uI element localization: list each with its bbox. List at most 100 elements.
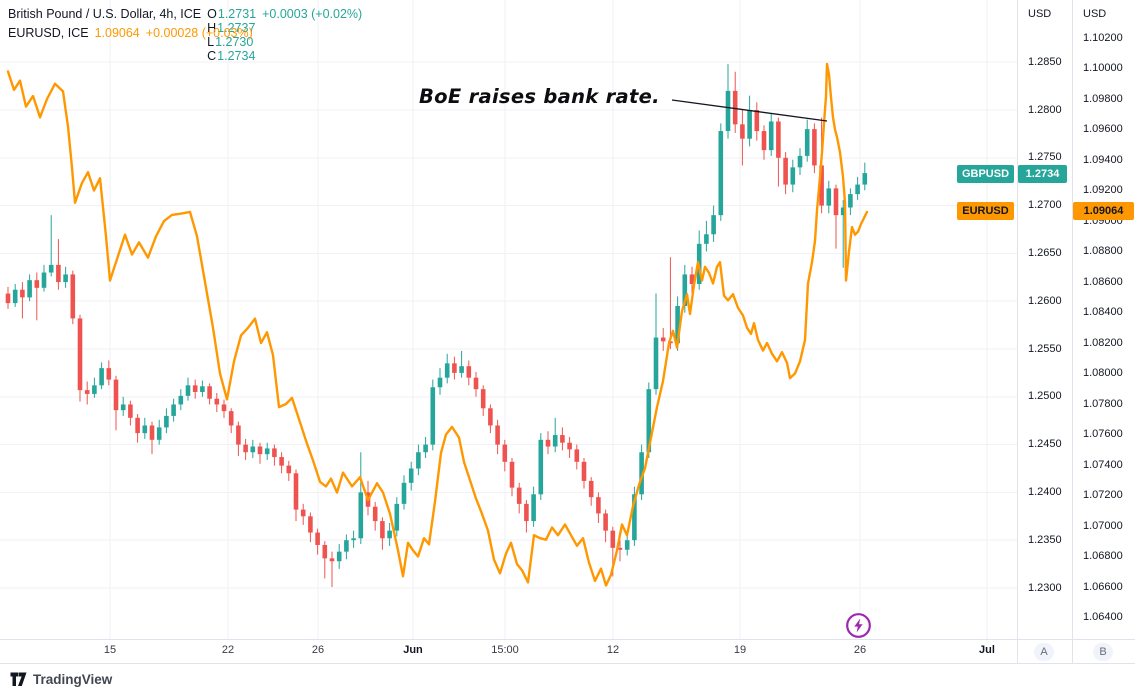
candle-body — [610, 530, 616, 548]
overlay-value: 1.09064 — [94, 26, 140, 40]
price-chart-canvas[interactable] — [0, 0, 1017, 639]
ohlc-h: H 1.2737 — [207, 21, 256, 35]
candle-body — [466, 366, 472, 378]
tradingview-mark-icon — [10, 672, 27, 686]
candle-body — [207, 386, 212, 399]
event-flash-button[interactable] — [845, 612, 872, 639]
candle-body — [516, 487, 522, 504]
candle-body — [20, 289, 25, 298]
time-tick-15: 15 — [103, 644, 117, 656]
ohlc-l: L 1.2730 — [207, 35, 254, 49]
price-tick: 1.08600 — [1083, 275, 1123, 288]
candle-body — [452, 363, 457, 373]
candle-body — [797, 155, 803, 168]
candle-body — [790, 167, 796, 185]
candle-body — [574, 449, 580, 462]
candle-body — [228, 411, 234, 426]
candle-body — [329, 558, 335, 562]
candle-body — [848, 194, 853, 208]
time-axis[interactable]: 15 22 26 Jun 15:00 12 19 26 Jul — [0, 640, 1017, 662]
symbol-title: British Pound / U.S. Dollar, 4h, ICE — [8, 7, 202, 21]
candle-body — [531, 494, 536, 522]
candle-body — [214, 398, 220, 405]
candle-body — [380, 521, 385, 539]
legend-symbol-row[interactable]: British Pound / U.S. Dollar, 4h, ICE O 1.… — [8, 7, 362, 63]
gbpusd-candlestick-series[interactable] — [5, 64, 868, 588]
candle-body — [524, 503, 529, 522]
candle-body — [754, 110, 760, 132]
time-tick-19: 19 — [733, 644, 747, 656]
eurusd-line-series[interactable] — [6, 62, 869, 587]
candle-body — [747, 110, 752, 139]
candle-body — [855, 184, 860, 195]
price-tick: 1.06800 — [1083, 550, 1123, 562]
time-tick-26: 26 — [311, 644, 325, 656]
price-tick: 1.09600 — [1083, 123, 1123, 135]
eurusd-symbol-badge: EURUSD — [957, 202, 1014, 220]
candle-body — [27, 280, 32, 298]
time-tick-jun: Jun — [403, 644, 423, 656]
time-tick-12: 12 — [606, 644, 620, 656]
candle-body — [372, 506, 378, 522]
price-axis-eurusd[interactable]: USD 1.10200 1.10000 1.09800 1.09600 1.09400 1… — [1073, 0, 1135, 639]
candle-body — [725, 90, 731, 132]
price-tick: 1.2500 — [1028, 390, 1062, 403]
candle-body — [48, 264, 54, 273]
legend-overlay-row[interactable]: EURUSD, ICE 1.09064 +0.00028 (+0.03%) — [8, 26, 253, 40]
candle-body — [264, 448, 270, 455]
candle-body — [675, 305, 680, 344]
candle-body — [41, 272, 47, 288]
candle-body — [812, 129, 817, 166]
price-tick: 1.2350 — [1028, 533, 1062, 546]
candle-body — [322, 544, 328, 559]
time-tick-22: 22 — [221, 644, 235, 656]
candle-body — [646, 389, 652, 453]
price-tick: 1.2750 — [1028, 151, 1062, 164]
scale-a-pill[interactable]: A — [1034, 643, 1054, 661]
candle-body — [156, 427, 162, 440]
candle-body — [430, 387, 436, 445]
candle-body — [840, 207, 846, 216]
candle-body — [394, 503, 400, 531]
time-tick-1500: 15:00 — [491, 644, 519, 656]
candle-body — [236, 425, 241, 445]
lightning-icon — [846, 613, 871, 638]
price-tick: 1.08000 — [1083, 367, 1123, 379]
price-tick: 1.2800 — [1028, 103, 1062, 116]
candle-body — [128, 404, 133, 418]
overlay-title: EURUSD, ICE — [8, 26, 89, 40]
time-axis-bottom-border — [0, 663, 1135, 664]
candle-body — [833, 188, 839, 216]
candle-body — [423, 444, 428, 453]
candle-body — [70, 274, 76, 319]
candle-body — [293, 473, 299, 510]
ohlc-values: O 1.2731 H 1.2737 L 1.2730 C 1.2734 — [207, 7, 256, 63]
candle-body — [495, 425, 500, 445]
candle-body — [740, 124, 745, 139]
candle-body — [149, 425, 155, 440]
tradingview-logo-link[interactable]: TradingView — [10, 669, 112, 689]
candle-body — [336, 551, 342, 562]
candle-body — [185, 385, 191, 396]
candle-body — [142, 425, 148, 434]
price-tick: 1.08400 — [1083, 306, 1123, 318]
candle-body — [653, 337, 659, 390]
symbol-change: +0.0003 (+0.02%) — [262, 7, 363, 21]
candle-body — [603, 513, 608, 531]
overlay-change: +0.00028 (+0.03%) — [145, 26, 253, 40]
annotation-pointer-line — [671, 99, 828, 122]
candle-body — [106, 368, 112, 380]
candle-body — [34, 280, 40, 288]
scale-b-pill[interactable]: B — [1093, 643, 1113, 661]
price-axis-gbpusd[interactable]: USD 1.2850 1.2800 1.2750 1.2700 1.2650 1.2600… — [1018, 0, 1072, 639]
candle-body — [221, 404, 227, 412]
price-tick: 1.09800 — [1083, 92, 1123, 105]
candle-body — [250, 446, 256, 453]
time-tick-26: 26 — [853, 644, 867, 656]
candle-body — [401, 482, 407, 504]
candle-body — [545, 439, 551, 447]
candle-body — [761, 131, 767, 151]
grid-lines — [0, 0, 1017, 639]
candle-body — [704, 234, 709, 244]
